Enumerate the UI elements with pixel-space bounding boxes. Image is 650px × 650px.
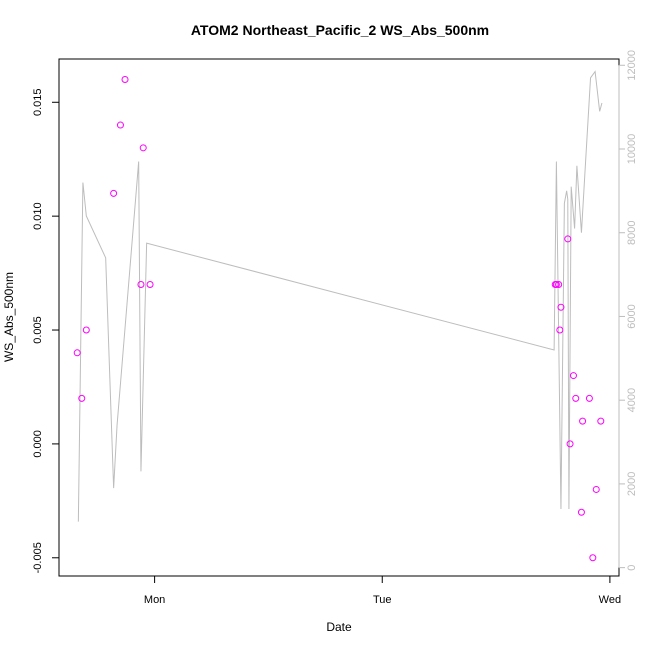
data-point <box>579 417 587 425</box>
data-point <box>556 326 564 334</box>
y-axis-label: WS_Abs_500nm <box>2 272 16 362</box>
data-point <box>137 280 145 288</box>
data-point <box>121 76 129 83</box>
x-tick-label: Wed <box>599 594 621 606</box>
y-tick-label: 0.015 <box>32 89 44 117</box>
y2-tick-label: 8000 <box>626 220 638 244</box>
data-point <box>589 554 597 562</box>
data-point <box>566 440 574 448</box>
data-point <box>577 508 585 516</box>
chart-title: ATOM2 Northeast_Pacific_2 WS_Abs_500nm <box>191 22 489 38</box>
data-point <box>557 303 565 311</box>
y2-axis: 0 2000 4000 6000 8000 10000 12000 <box>618 50 638 571</box>
y-axis: -0.005 0.000 0.005 0.010 0.015 <box>32 89 60 573</box>
data-point <box>110 189 118 197</box>
data-point <box>116 121 124 129</box>
line-series-layer <box>77 70 603 522</box>
y2-tick-label: 0 <box>626 565 638 571</box>
x-tick-label: Mon <box>144 594 165 606</box>
point-series-layer <box>73 76 605 562</box>
data-point <box>78 394 86 402</box>
data-point <box>555 280 563 288</box>
data-point <box>139 144 147 152</box>
y2-tick-label: 12000 <box>626 50 638 81</box>
data-point <box>592 485 600 493</box>
y-tick-label: 0.000 <box>32 430 44 458</box>
x-tick-label: Tue <box>373 594 392 606</box>
y2-tick-label: 6000 <box>626 304 638 328</box>
data-point <box>552 280 560 288</box>
y-tick-label: -0.005 <box>32 542 44 573</box>
data-point <box>569 372 577 380</box>
y-tick-label: 0.010 <box>32 202 44 230</box>
y2-tick-label: 4000 <box>626 388 638 412</box>
y2-tick-label: 2000 <box>626 472 638 496</box>
y2-tick-label: 10000 <box>626 134 638 165</box>
data-point <box>564 235 572 243</box>
data-point <box>572 394 580 402</box>
line-series-0 <box>77 70 603 522</box>
x-axis: Mon Tue Wed <box>144 575 621 606</box>
data-point <box>73 349 81 357</box>
data-point <box>82 326 90 334</box>
data-point <box>597 417 605 425</box>
x-axis-label: Date <box>326 620 352 634</box>
data-point <box>146 280 154 288</box>
y-tick-label: 0.005 <box>32 316 44 344</box>
data-point <box>585 394 593 402</box>
